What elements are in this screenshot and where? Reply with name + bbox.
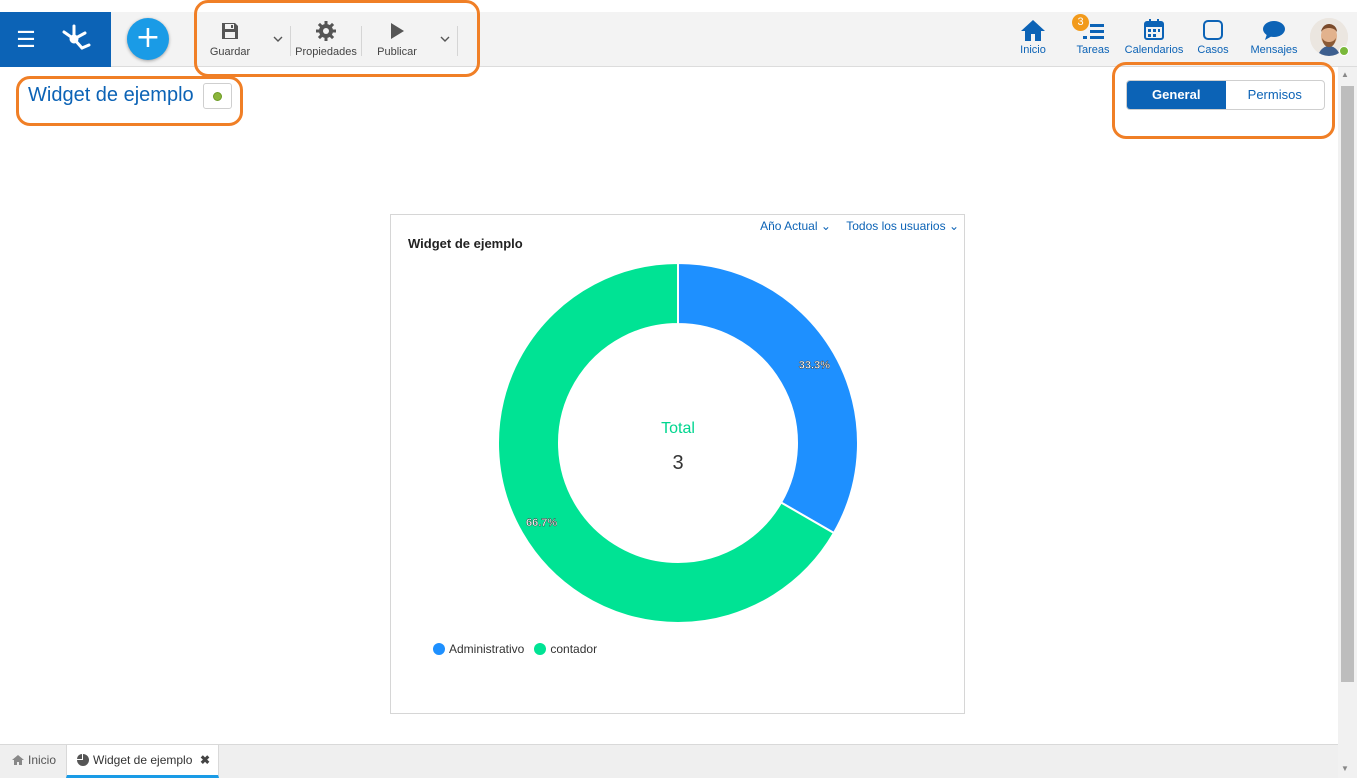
calendar-icon xyxy=(1144,19,1164,40)
donut-chart: Total 3 33.3% 66.7% xyxy=(497,261,859,624)
home-icon xyxy=(12,755,24,765)
footer-tab-widget[interactable]: Widget de ejemplo ✖ xyxy=(66,745,219,778)
slice-percent-label: 66.7% xyxy=(526,517,557,529)
view-tabs: General Permisos xyxy=(1126,80,1325,110)
page-title: Widget de ejemplo xyxy=(28,84,194,106)
top-bar: ☰ + Guardar xyxy=(0,12,1357,67)
properties-button[interactable]: Propiedades xyxy=(293,20,359,58)
widget-card: Año Actual ⌄ Todos los usuarios ⌄ Widget… xyxy=(390,214,965,714)
footer-tab-bar: Inicio Widget de ejemplo ✖ xyxy=(0,744,1338,778)
publish-button[interactable]: Publicar xyxy=(372,20,422,58)
save-options-chevron-down-icon[interactable] xyxy=(271,32,285,46)
users-filter-label: Todos los usuarios xyxy=(846,219,946,233)
nav-label: Mensajes xyxy=(1250,44,1298,56)
messages-icon xyxy=(1263,21,1285,40)
toolbar-divider xyxy=(290,26,291,56)
users-filter-dropdown[interactable]: Todos los usuarios ⌄ xyxy=(846,219,959,233)
chart-center-value: 3 xyxy=(672,452,683,474)
save-label: Guardar xyxy=(209,46,251,58)
properties-label: Propiedades xyxy=(295,46,357,58)
play-icon xyxy=(391,23,404,39)
nav-label: Inicio xyxy=(1020,44,1046,56)
donut-slice-administrativo[interactable] xyxy=(677,261,859,535)
home-icon xyxy=(1021,20,1045,41)
scroll-down-arrow-icon[interactable]: ▼ xyxy=(1341,764,1349,773)
period-filter-dropdown[interactable]: Año Actual ⌄ xyxy=(760,219,831,233)
donut-slice-contador[interactable] xyxy=(497,261,836,624)
legend-item[interactable]: contador xyxy=(534,642,597,656)
save-button[interactable]: Guardar xyxy=(206,20,254,58)
pie-chart-icon xyxy=(77,754,89,766)
nav-label: Tareas xyxy=(1076,44,1110,56)
tasks-count-badge: 3 xyxy=(1072,14,1089,31)
nav-inicio[interactable]: Inicio xyxy=(1016,18,1050,56)
tasks-icon xyxy=(1083,24,1104,39)
online-status-dot xyxy=(1339,46,1349,56)
scroll-up-arrow-icon[interactable]: ▲ xyxy=(1341,70,1349,79)
legend-label: Administrativo xyxy=(449,642,525,656)
nav-label: Casos xyxy=(1197,44,1229,56)
footer-tab-inicio[interactable]: Inicio xyxy=(2,745,66,778)
nav-casos[interactable]: Casos xyxy=(1195,18,1231,56)
legend-swatch xyxy=(433,643,445,655)
widget-title: Widget de ejemplo xyxy=(408,236,523,251)
status-indicator-icon xyxy=(213,92,222,101)
legend-label: contador xyxy=(550,642,598,656)
period-filter-label: Año Actual xyxy=(760,219,818,233)
chart-legend: Administrativo contador xyxy=(433,642,597,656)
avatar[interactable] xyxy=(1310,18,1348,56)
legend-item[interactable]: Administrativo xyxy=(433,642,524,656)
publish-label: Publicar xyxy=(377,46,417,58)
footer-tab-label: Inicio xyxy=(28,753,57,767)
nav-tareas[interactable]: Tareas xyxy=(1074,18,1112,56)
scrollbar-thumb[interactable] xyxy=(1341,86,1354,682)
nav-label: Calendarios xyxy=(1124,44,1184,56)
chart-center-label: Total xyxy=(661,420,695,437)
logo[interactable] xyxy=(52,12,111,67)
add-new-button[interactable]: + xyxy=(127,18,169,60)
footer-tab-label: Widget de ejemplo xyxy=(93,753,193,767)
slice-percent-label: 33.3% xyxy=(799,359,830,371)
toolbar-divider xyxy=(361,26,362,56)
legend-swatch xyxy=(534,643,547,655)
status-button[interactable] xyxy=(203,83,232,109)
hamburger-menu-icon[interactable]: ☰ xyxy=(0,12,52,67)
close-tab-icon[interactable]: ✖ xyxy=(199,753,210,767)
tab-general[interactable]: General xyxy=(1127,81,1226,109)
cases-icon xyxy=(1203,20,1223,40)
tab-permisos[interactable]: Permisos xyxy=(1247,87,1302,102)
nav-mensajes[interactable]: Mensajes xyxy=(1248,18,1300,56)
toolbar-divider xyxy=(457,26,458,56)
gear-icon xyxy=(316,21,336,41)
publish-options-chevron-down-icon[interactable] xyxy=(438,32,452,46)
widget-filters: Año Actual ⌄ Todos los usuarios ⌄ xyxy=(748,219,959,233)
save-icon xyxy=(222,23,238,39)
nav-calendarios[interactable]: Calendarios xyxy=(1123,18,1185,56)
